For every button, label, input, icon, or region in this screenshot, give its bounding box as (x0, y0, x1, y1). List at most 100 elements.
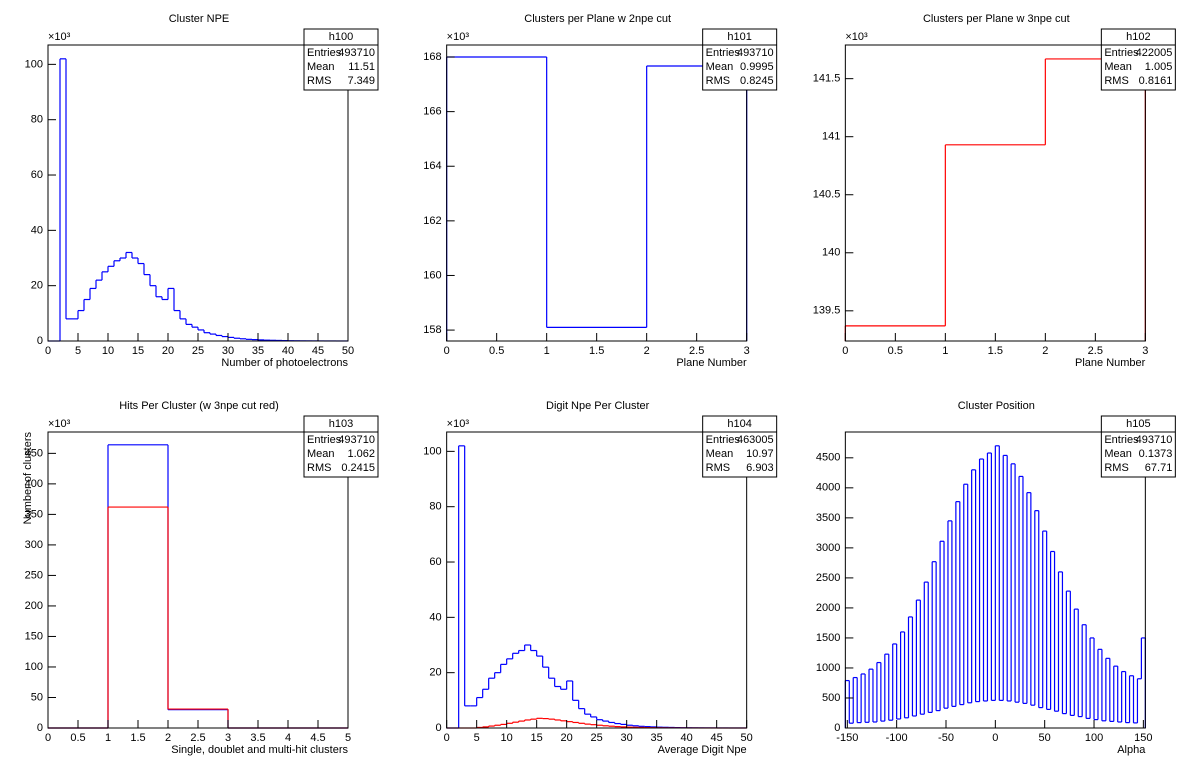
y-tick-label: 1000 (816, 662, 840, 674)
x-tick-label: 35 (651, 732, 663, 744)
x-axis-title: Single, doublet and multi-hit clusters (171, 744, 348, 756)
y-tick-label: 0 (834, 722, 840, 734)
x-tick-label: 10 (102, 345, 114, 357)
y-tick-label: 150 (25, 630, 43, 642)
x-tick-label: 2.5 (689, 345, 704, 357)
stats-value: 0.9995 (740, 61, 774, 73)
x-tick-label: 30 (222, 345, 234, 357)
x-tick-label: 1.5 (130, 732, 145, 744)
stats-value: 463005 (737, 434, 774, 446)
stats-label: Entries (1104, 434, 1139, 446)
y-tick-label: 2000 (816, 602, 840, 614)
stats-value: 0.1373 (1139, 448, 1173, 460)
x-axis-title: Alpha (1117, 744, 1146, 756)
stats-box (702, 28, 778, 91)
x-tick-label: 5 (474, 732, 480, 744)
x-tick-label: 0.5 (888, 345, 903, 357)
stats-value: 493710 (1136, 434, 1173, 446)
pad: Cluster Position050010001500200025003000… (816, 400, 1176, 756)
stats-label: Entries (307, 434, 342, 446)
x-tick-label: 10 (501, 732, 513, 744)
x-tick-label: 4.5 (310, 732, 325, 744)
x-tick-label: 5 (345, 732, 351, 744)
stats-label: Entries (1104, 47, 1139, 59)
stats-label: Mean (706, 61, 734, 73)
stats-label: Mean (307, 448, 335, 460)
stats-label: Entries (706, 47, 741, 59)
y-tick-label: 1500 (816, 632, 840, 644)
y-tick-label: 50 (31, 691, 43, 703)
x-axis-title: Number of photoelectrons (221, 357, 348, 369)
stats-label: RMS (307, 462, 331, 474)
x-tick-label: 150 (1134, 732, 1152, 744)
stats-label: RMS (1104, 75, 1128, 87)
x-tick-label: 20 (561, 732, 573, 744)
x-tick-label: 2 (165, 732, 171, 744)
x-tick-label: 0 (444, 732, 450, 744)
x-tick-label: 0.5 (70, 732, 85, 744)
stats-label: Entries (307, 47, 342, 59)
y-tick-label: 4500 (816, 452, 840, 464)
y-tick-label: 250 (25, 569, 43, 581)
x-tick-label: 2.5 (190, 732, 205, 744)
pad: Digit Npe Per Cluster 0 20 40 60 80 100 0 5 10 15 2… (423, 400, 778, 756)
x-tick-label: -100 (886, 732, 908, 744)
y-axis-title: Number of clusters (22, 432, 34, 525)
stats-value: 493710 (737, 47, 774, 59)
y-tick-label: 140 (822, 247, 840, 259)
y-tick-label: 3500 (816, 512, 840, 524)
y-tick-label: 60 (31, 169, 43, 181)
stats-box (303, 415, 379, 478)
y-tick-label: 200 (25, 600, 43, 612)
x-axis-title: Plane Number (1075, 357, 1146, 369)
x-tick-label: 30 (621, 732, 633, 744)
x-tick-label: 25 (192, 345, 204, 357)
stats-value: 1.062 (347, 448, 375, 460)
y-tick-label: 40 (31, 224, 43, 236)
pad: Clusters per Plane w 2npe cut 158 160 162 16… (423, 13, 778, 369)
x-tick-label: 2 (644, 345, 650, 357)
stats-value: 0.8245 (740, 75, 774, 87)
y-tick-label: 500 (822, 692, 840, 704)
x-tick-label: 25 (591, 732, 603, 744)
x-tick-label: 35 (252, 345, 264, 357)
x-tick-label: 0 (842, 345, 848, 357)
stats-name: h103 (329, 418, 353, 430)
y-tick-label: 0 (436, 722, 442, 734)
pad: Clusters per Plane w 3npe cut 139.5 140 140… (813, 13, 1176, 369)
y-tick-label: 168 (423, 51, 441, 63)
x-axis-title: Plane Number (676, 357, 747, 369)
stats-name: h101 (727, 31, 751, 43)
stats-value: 67.71 (1145, 462, 1173, 474)
stats-label: RMS (307, 75, 331, 87)
y-tick-label: 158 (423, 324, 441, 336)
stats-name: h105 (1126, 418, 1150, 430)
y-tick-label: 139.5 (813, 305, 841, 317)
x-tick-label: 0 (992, 732, 998, 744)
x-tick-label: -150 (836, 732, 858, 744)
x-tick-label: 3.5 (250, 732, 265, 744)
x-tick-label: 50 (741, 732, 753, 744)
stats-value: 6.903 (746, 462, 774, 474)
x-tick-label: 50 (342, 345, 354, 357)
x-tick-label: 0 (444, 345, 450, 357)
x-tick-label: 3 (225, 732, 231, 744)
x-tick-label: 3 (744, 345, 750, 357)
stats-value: 493710 (338, 47, 375, 59)
x-tick-label: 100 (1085, 732, 1103, 744)
stats-label: RMS (1104, 462, 1128, 474)
y-tick-label: 141 (822, 131, 840, 143)
x-tick-label: -50 (938, 732, 954, 744)
x-tick-label: 1.5 (589, 345, 604, 357)
stats-box (1100, 415, 1176, 478)
stats-label: Mean (1104, 448, 1132, 460)
y-multiplier: ×10³ (48, 31, 71, 43)
y-tick-label: 4000 (816, 482, 840, 494)
y-tick-label: 450 (25, 447, 43, 459)
y-tick-label: 0 (37, 335, 43, 347)
y-tick-label: 100 (423, 445, 441, 457)
y-tick-label: 140.5 (813, 189, 841, 201)
x-tick-label: 1 (942, 345, 948, 357)
stats-label: Entries (706, 434, 741, 446)
